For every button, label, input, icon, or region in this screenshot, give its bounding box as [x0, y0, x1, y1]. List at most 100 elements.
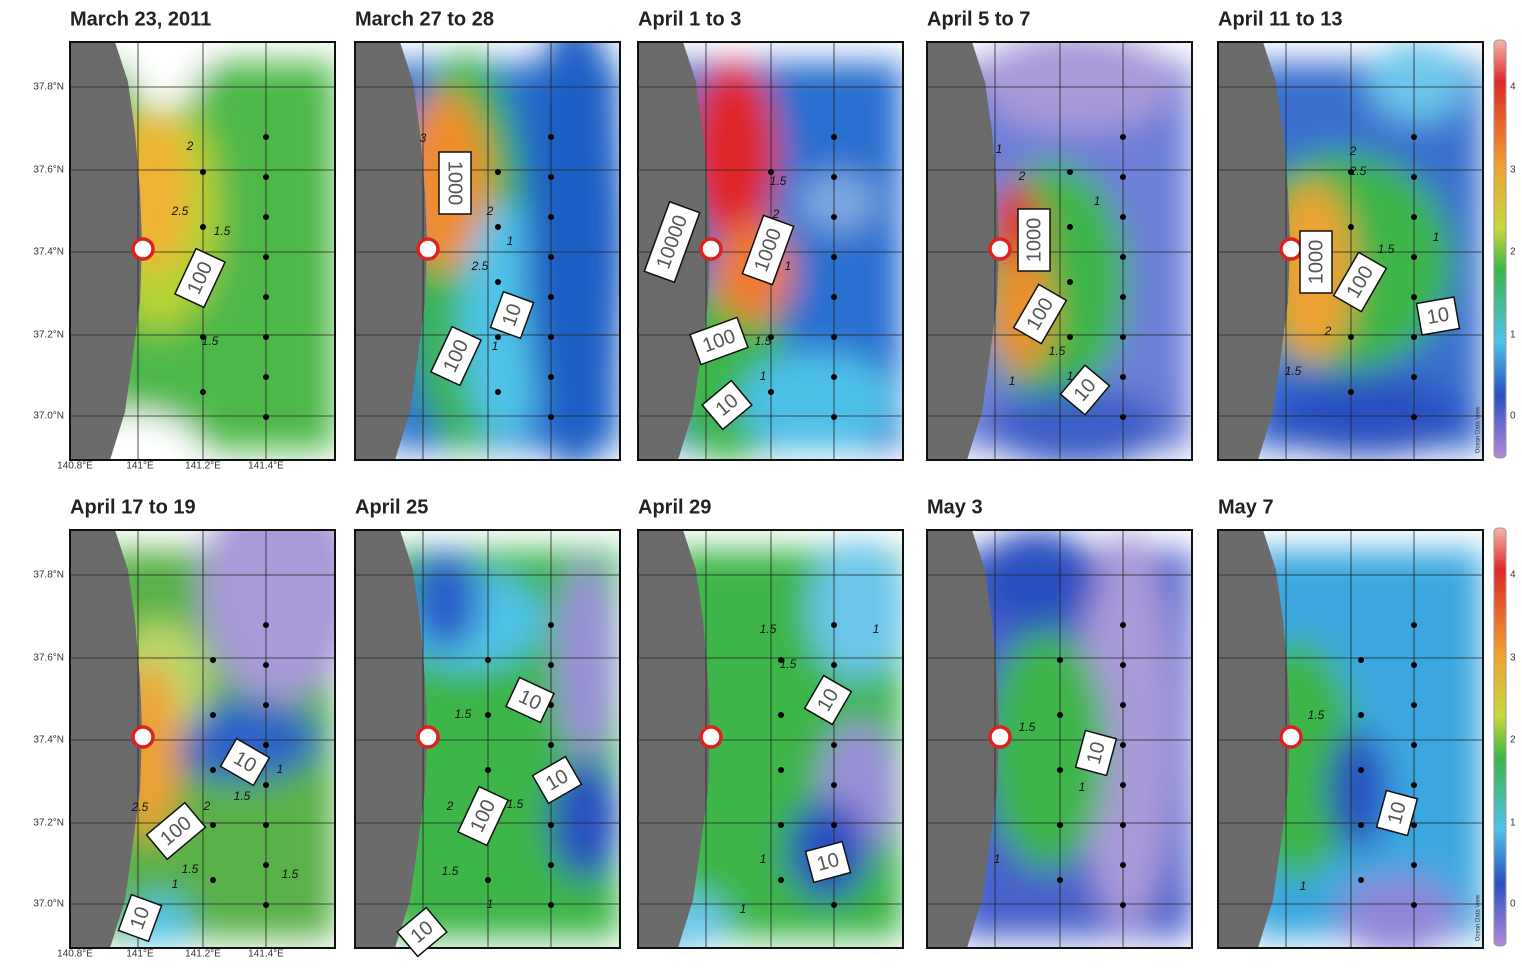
station: [548, 294, 554, 300]
colorbar-tick: 3: [1510, 653, 1516, 664]
field: [927, 530, 1192, 948]
contour-label: 1: [487, 897, 494, 911]
station: [1411, 702, 1417, 708]
contour-label: 1: [507, 234, 514, 248]
station: [210, 822, 216, 828]
station: [485, 712, 491, 718]
plant-marker: [1281, 727, 1301, 747]
station: [548, 742, 554, 748]
station: [1120, 214, 1126, 220]
station: [263, 254, 269, 260]
plant-marker: [418, 727, 438, 747]
panel-title: May 7: [1218, 496, 1274, 518]
station: [1120, 782, 1126, 788]
contour-label: 1.5: [760, 622, 777, 636]
colorbar-tick: 4: [1510, 570, 1516, 581]
field-blob: [1328, 730, 1388, 850]
contour-label: 1.5: [1019, 720, 1036, 734]
plant-marker: [990, 727, 1010, 747]
station: [548, 334, 554, 340]
lat-label: 37.4°N: [33, 247, 64, 258]
station: [263, 294, 269, 300]
station: [1120, 294, 1126, 300]
lon-label: 141.4°E: [248, 949, 284, 960]
station: [263, 374, 269, 380]
station: [1120, 374, 1126, 380]
colorbar-tick: 1: [1510, 330, 1516, 341]
plant-marker: [418, 239, 438, 259]
station: [1120, 742, 1126, 748]
station: [1067, 169, 1073, 175]
station: [210, 877, 216, 883]
station: [1348, 224, 1354, 230]
field-blob: [525, 12, 625, 472]
plant-marker: [133, 239, 153, 259]
contour-label: 2: [1018, 169, 1026, 183]
contour-label: 1: [492, 339, 499, 353]
station: [778, 877, 784, 883]
field-blob: [808, 540, 908, 680]
station: [263, 214, 269, 220]
station: [1120, 822, 1126, 828]
station: [831, 902, 837, 908]
lat-label: 37.6°N: [33, 165, 64, 176]
panel-title: March 27 to 28: [355, 8, 494, 30]
panel-title: March 23, 2011: [70, 8, 211, 30]
station: [778, 712, 784, 718]
station: [1120, 414, 1126, 420]
colorbar-tick: 3: [1510, 165, 1516, 176]
map-panel: 3212.51100010100: [355, 12, 625, 472]
station: [1358, 712, 1364, 718]
colorbar-tick: 2: [1510, 735, 1516, 746]
lat-label: 37.0°N: [33, 899, 64, 910]
contour-label: 1: [760, 369, 767, 383]
contour-label: 1: [785, 259, 792, 273]
map-panel: 1.5211.5110000100010010: [638, 42, 903, 462]
station: [1057, 657, 1063, 663]
contour-label: 1: [1433, 230, 1440, 244]
colorbar: [1494, 40, 1506, 458]
station: [485, 877, 491, 883]
station: [263, 862, 269, 868]
station: [1120, 702, 1126, 708]
lat-label: 37.0°N: [33, 411, 64, 422]
station: [1120, 662, 1126, 668]
contour-label: 1.5: [507, 797, 524, 811]
station: [1057, 712, 1063, 718]
contour-label: 1.5: [202, 334, 219, 348]
contour-label: 1.5: [770, 174, 787, 188]
station: [831, 134, 837, 140]
station: [263, 134, 269, 140]
contour-label: 2.5: [1349, 164, 1367, 178]
station: [831, 374, 837, 380]
contour-label: 1.5: [1049, 344, 1066, 358]
contour-label: 1: [172, 877, 179, 891]
station: [831, 742, 837, 748]
station: [263, 702, 269, 708]
station: [548, 622, 554, 628]
field-blob: [1338, 875, 1458, 955]
lat-label: 37.6°N: [33, 653, 64, 664]
station: [1057, 877, 1063, 883]
station: [548, 662, 554, 668]
station: [495, 389, 501, 395]
station: [1067, 334, 1073, 340]
field-blob: [798, 172, 878, 232]
contour-label: 1.5: [780, 657, 797, 671]
contour-label: 1.5: [214, 224, 231, 238]
station: [1120, 174, 1126, 180]
station: [548, 414, 554, 420]
dose-box: 1000: [439, 152, 471, 214]
contour-label: 1.5: [442, 864, 459, 878]
colorbar-tick: 4: [1510, 82, 1516, 93]
contour-label: 2.5: [171, 204, 189, 218]
panel-title: April 25: [355, 496, 428, 518]
field: [927, 32, 1192, 467]
station: [200, 169, 206, 175]
plant-marker: [133, 727, 153, 747]
colorbar-tick: 2: [1510, 247, 1516, 258]
station: [548, 374, 554, 380]
station: [1057, 822, 1063, 828]
station: [210, 657, 216, 663]
